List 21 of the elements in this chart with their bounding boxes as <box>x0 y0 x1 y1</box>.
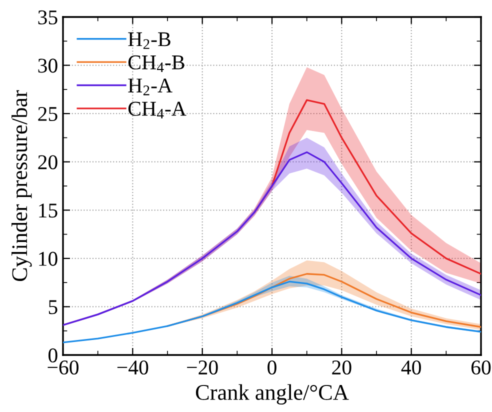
y-axis-title: Cylinder pressure/bar <box>12 90 32 282</box>
y-tick-label: 0 <box>48 348 58 362</box>
legend-label: CH$_{4}$-B <box>128 55 184 72</box>
x-tick-label: 20 <box>332 360 352 375</box>
legend-label: H$_{2}$-B <box>128 32 170 49</box>
x-tick-label: −60 <box>48 360 78 375</box>
y-tick-label: 15 <box>39 204 58 218</box>
legend-label: CH$_{4}$-A <box>128 102 186 118</box>
x-tick-label: 60 <box>471 360 491 375</box>
y-tick-label: 10 <box>39 252 58 266</box>
y-tick-label: 25 <box>38 107 58 122</box>
x-tick-label: 40 <box>401 360 421 375</box>
y-tick-label: 35 <box>38 10 58 24</box>
x-tick-label: −20 <box>187 360 218 375</box>
y-tick-label: 20 <box>38 155 58 170</box>
legend-label: H$_{2}$-A <box>128 78 172 96</box>
y-tick-label: 30 <box>38 58 58 73</box>
x-tick-label: −40 <box>117 360 148 375</box>
x-tick-label: 0 <box>268 360 276 375</box>
x-axis-title: Crank angle/°CA <box>196 384 349 405</box>
y-tick-label: 5 <box>48 300 58 314</box>
